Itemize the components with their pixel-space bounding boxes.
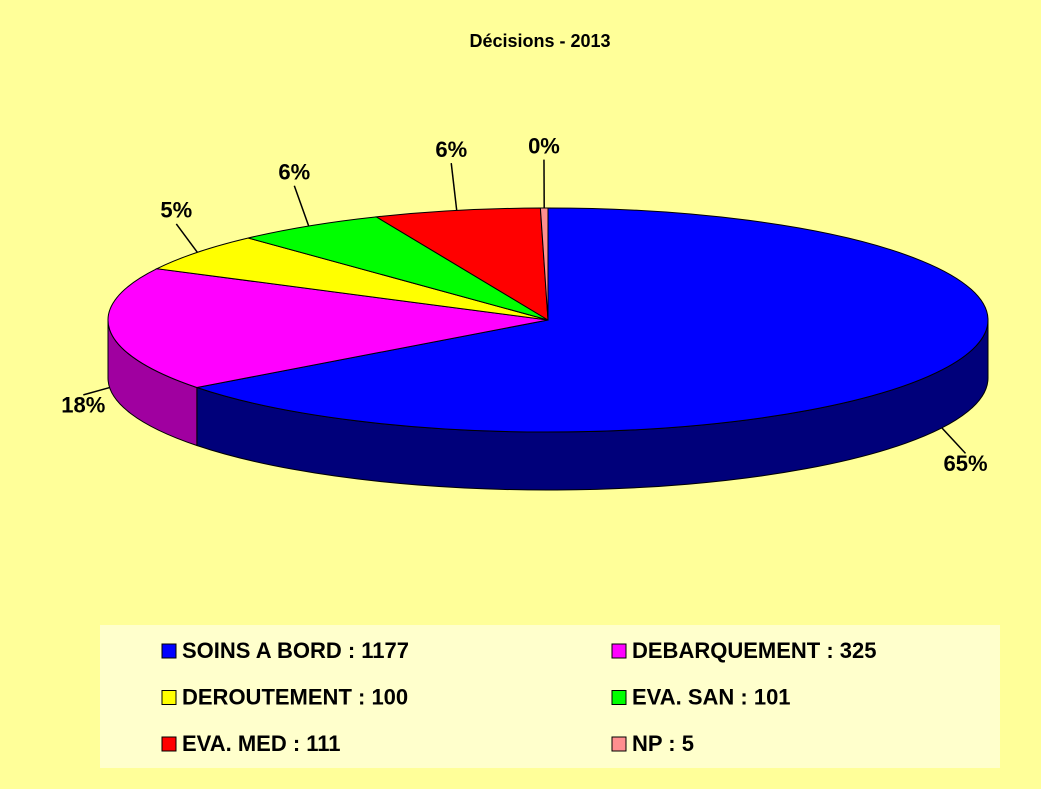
- leader-line: [175, 223, 198, 253]
- legend-label: EVA. MED : 111: [182, 731, 341, 756]
- slice: [539, 207, 549, 321]
- data-label: 18%: [61, 393, 105, 418]
- legend-swatch: [161, 643, 177, 659]
- data-label: 5%: [160, 198, 192, 223]
- slice: [374, 207, 549, 321]
- legend-swatch: [161, 690, 177, 705]
- legend-swatch: [611, 736, 627, 752]
- legend-box: [100, 625, 1000, 768]
- leader-line: [83, 386, 110, 396]
- legend-swatch: [611, 690, 627, 705]
- slice: [248, 216, 549, 321]
- legend-label: DEBARQUEMENT : 325: [632, 638, 876, 663]
- slice: [107, 268, 549, 389]
- chart-title: Décisions - 2013: [469, 31, 610, 51]
- slice: [155, 237, 549, 321]
- leader-line: [941, 427, 967, 454]
- legend-label: NP : 5: [632, 731, 694, 756]
- data-label: 6%: [435, 137, 467, 162]
- legend-label: DEROUTEMENT : 100: [182, 684, 408, 709]
- data-label: 0%: [528, 133, 560, 158]
- slice: [194, 207, 989, 433]
- leader-line: [450, 163, 458, 211]
- leader-line: [293, 185, 310, 227]
- legend-label: SOINS A BORD : 1177: [182, 638, 409, 663]
- legend-swatch: [161, 736, 177, 752]
- legend-swatch: [611, 643, 627, 659]
- data-label: 6%: [278, 160, 310, 185]
- legend-label: EVA. SAN : 101: [632, 684, 791, 709]
- data-label: 65%: [943, 451, 987, 476]
